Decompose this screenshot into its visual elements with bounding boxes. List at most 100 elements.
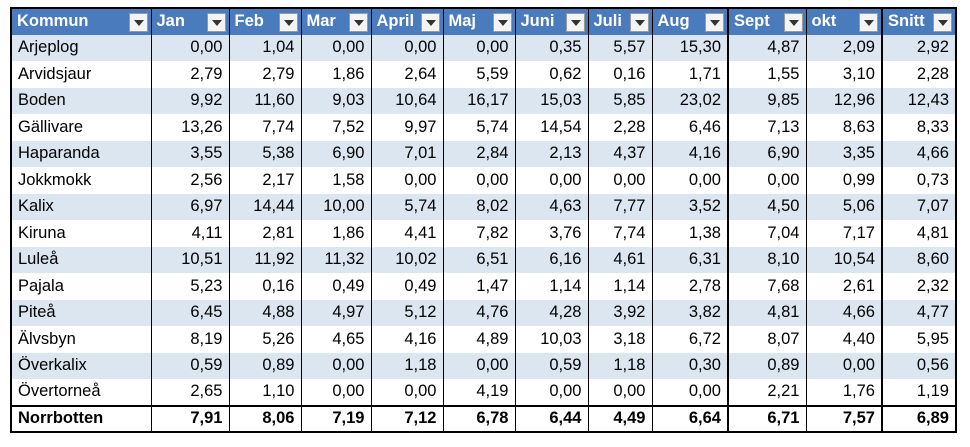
value-cell[interactable]: 6,90 [300, 140, 372, 167]
value-cell[interactable]: 4,88 [228, 299, 302, 326]
chevron-down-icon[interactable] [128, 13, 148, 32]
value-cell[interactable]: 2,84 [442, 140, 516, 167]
chevron-down-icon[interactable] [629, 13, 649, 32]
value-cell[interactable]: 10,54 [805, 246, 883, 273]
value-cell[interactable]: 2,09 [805, 34, 883, 61]
value-cell[interactable]: 7,17 [805, 220, 883, 247]
value-cell[interactable]: 0,00 [587, 379, 653, 406]
value-cell[interactable]: 2,61 [805, 273, 883, 300]
total-value-cell[interactable]: 7,91 [150, 404, 230, 433]
total-value-cell[interactable]: 4,49 [587, 404, 653, 433]
value-cell[interactable]: 8,60 [881, 246, 957, 273]
value-cell[interactable]: 0,00 [300, 34, 372, 61]
value-cell[interactable]: 8,33 [881, 114, 957, 141]
chevron-down-icon[interactable] [565, 13, 585, 32]
value-cell[interactable]: 1,14 [587, 273, 653, 300]
value-cell[interactable]: 3,52 [651, 193, 729, 220]
value-cell[interactable]: 12,43 [881, 87, 957, 114]
value-cell[interactable]: 6,31 [651, 246, 729, 273]
value-cell[interactable]: 5,95 [881, 326, 957, 353]
value-cell[interactable]: 1,14 [514, 273, 589, 300]
value-cell[interactable]: 4,81 [727, 299, 807, 326]
value-cell[interactable]: 2,32 [881, 273, 957, 300]
value-cell[interactable]: 6,46 [651, 114, 729, 141]
value-cell[interactable]: 11,92 [228, 246, 302, 273]
total-value-cell[interactable]: 6,44 [514, 404, 589, 433]
value-cell[interactable]: 0,00 [442, 167, 516, 194]
value-cell[interactable]: 2,17 [228, 167, 302, 194]
value-cell[interactable]: 9,03 [300, 87, 372, 114]
total-value-cell[interactable]: 8,06 [228, 404, 302, 433]
value-cell[interactable]: 2,64 [370, 61, 444, 88]
value-cell[interactable]: 0,00 [587, 167, 653, 194]
chevron-down-icon[interactable] [420, 13, 440, 32]
value-cell[interactable]: 7,04 [727, 220, 807, 247]
value-cell[interactable]: 6,51 [442, 246, 516, 273]
value-cell[interactable]: 0,49 [300, 273, 372, 300]
row-label-cell[interactable]: Piteå [10, 299, 152, 326]
value-cell[interactable]: 3,92 [587, 299, 653, 326]
value-cell[interactable]: 14,54 [514, 114, 589, 141]
value-cell[interactable]: 7,52 [300, 114, 372, 141]
value-cell[interactable]: 0,00 [514, 379, 589, 406]
value-cell[interactable]: 23,02 [651, 87, 729, 114]
value-cell[interactable]: 5,38 [228, 140, 302, 167]
value-cell[interactable]: 4,76 [442, 299, 516, 326]
value-cell[interactable]: 16,17 [442, 87, 516, 114]
row-label-cell[interactable]: Pajala [10, 273, 152, 300]
value-cell[interactable]: 5,57 [587, 34, 653, 61]
value-cell[interactable]: 11,60 [228, 87, 302, 114]
value-cell[interactable]: 0,00 [442, 34, 516, 61]
total-value-cell[interactable]: 6,78 [442, 404, 516, 433]
value-cell[interactable]: 0,49 [370, 273, 444, 300]
value-cell[interactable]: 7,13 [727, 114, 807, 141]
chevron-down-icon[interactable] [278, 13, 298, 32]
value-cell[interactable]: 4,16 [651, 140, 729, 167]
value-cell[interactable]: 8,07 [727, 326, 807, 353]
row-label-cell[interactable]: Arjeplog [10, 34, 152, 61]
value-cell[interactable]: 8,63 [805, 114, 883, 141]
value-cell[interactable]: 0,00 [370, 167, 444, 194]
value-cell[interactable]: 0,00 [805, 352, 883, 379]
value-cell[interactable]: 6,72 [651, 326, 729, 353]
value-cell[interactable]: 7,68 [727, 273, 807, 300]
value-cell[interactable]: 2,65 [150, 379, 230, 406]
value-cell[interactable]: 3,82 [651, 299, 729, 326]
value-cell[interactable]: 0,99 [805, 167, 883, 194]
value-cell[interactable]: 4,89 [442, 326, 516, 353]
value-cell[interactable]: 2,56 [150, 167, 230, 194]
value-cell[interactable]: 2,79 [228, 61, 302, 88]
value-cell[interactable]: 0,00 [370, 34, 444, 61]
value-cell[interactable]: 1,58 [300, 167, 372, 194]
value-cell[interactable]: 1,04 [228, 34, 302, 61]
value-cell[interactable]: 6,90 [727, 140, 807, 167]
row-label-cell[interactable]: Boden [10, 87, 152, 114]
row-label-cell[interactable]: Älvsbyn [10, 326, 152, 353]
total-value-cell[interactable]: 6,71 [727, 404, 807, 433]
value-cell[interactable]: 2,28 [587, 114, 653, 141]
value-cell[interactable]: 1,76 [805, 379, 883, 406]
value-cell[interactable]: 11,32 [300, 246, 372, 273]
row-label-cell[interactable]: Kiruna [10, 220, 152, 247]
value-cell[interactable]: 4,40 [805, 326, 883, 353]
row-label-cell[interactable]: Jokkmokk [10, 167, 152, 194]
chevron-down-icon[interactable] [492, 13, 512, 32]
value-cell[interactable]: 2,81 [228, 220, 302, 247]
value-cell[interactable]: 15,03 [514, 87, 589, 114]
value-cell[interactable]: 0,00 [370, 379, 444, 406]
value-cell[interactable]: 5,06 [805, 193, 883, 220]
value-cell[interactable]: 1,47 [442, 273, 516, 300]
value-cell[interactable]: 0,16 [228, 273, 302, 300]
value-cell[interactable]: 10,00 [300, 193, 372, 220]
value-cell[interactable]: 4,97 [300, 299, 372, 326]
total-value-cell[interactable]: 7,57 [805, 404, 883, 433]
value-cell[interactable]: 1,86 [300, 61, 372, 88]
row-label-cell[interactable]: Luleå [10, 246, 152, 273]
value-cell[interactable]: 8,02 [442, 193, 516, 220]
row-label-cell[interactable]: Överkalix [10, 352, 152, 379]
value-cell[interactable]: 4,19 [442, 379, 516, 406]
value-cell[interactable]: 10,02 [370, 246, 444, 273]
row-label-cell[interactable]: Arvidsjaur [10, 61, 152, 88]
value-cell[interactable]: 2,21 [727, 379, 807, 406]
value-cell[interactable]: 0,00 [727, 167, 807, 194]
